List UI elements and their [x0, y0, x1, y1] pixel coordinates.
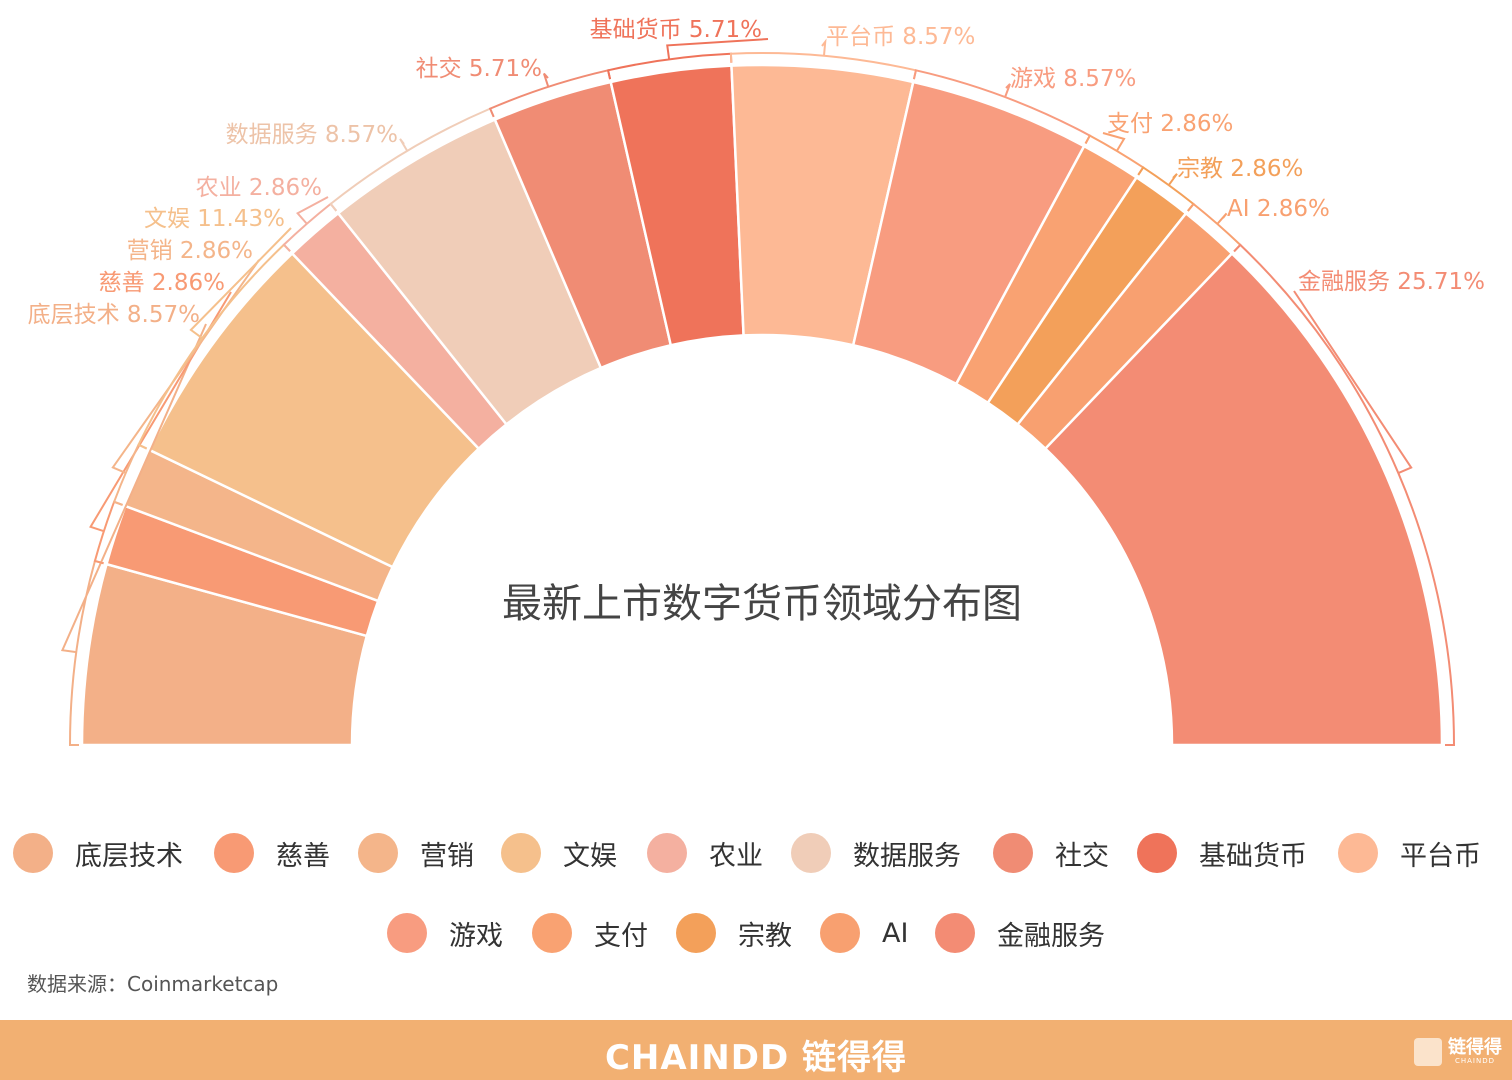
legend-item[interactable]: 支付	[532, 911, 648, 955]
legend-item[interactable]: 宗教	[676, 911, 792, 955]
chain-logo-icon	[1414, 1038, 1442, 1066]
leader-line-底层技术	[60, 323, 207, 746]
footer-badge-text: 链得得	[1448, 1037, 1502, 1058]
chart-title: 最新上市数字货币领域分布图	[502, 581, 1022, 627]
data-label: 游戏 8.57%	[1010, 66, 1136, 92]
legend-label: 底层技术	[75, 840, 183, 872]
legend-dot-icon	[993, 833, 1033, 873]
data-label: 慈善 2.86%	[99, 270, 225, 296]
data-label: 农业 2.86%	[196, 175, 322, 201]
legend-dot-icon	[358, 833, 398, 873]
legend-item[interactable]: 数据服务	[791, 831, 961, 875]
footer-brand-logo: CHAINDD 链得得	[604, 1038, 908, 1078]
legend-label: 支付	[594, 920, 648, 952]
legend-item[interactable]: 慈善	[214, 831, 330, 875]
data-label: AI 2.86%	[1227, 196, 1330, 222]
legend-dot-icon	[387, 913, 427, 953]
legend-item[interactable]: 社交	[993, 831, 1109, 875]
data-label: 底层技术 8.57%	[28, 302, 200, 328]
legend-dot-icon	[647, 833, 687, 873]
legend-label: AI	[882, 917, 909, 949]
data-label: 平台币 8.57%	[826, 24, 975, 50]
data-label: 文娱 11.43%	[144, 206, 285, 232]
legend-item[interactable]: 文娱	[501, 831, 617, 875]
footer-badge-subtext: CHAINDD	[1454, 1057, 1496, 1065]
data-label: 支付 2.86%	[1107, 111, 1233, 137]
legend-dot-icon	[935, 913, 975, 953]
legend-item[interactable]: 农业	[647, 831, 763, 875]
legend-item[interactable]: 游戏	[387, 911, 503, 955]
legend-label: 社交	[1055, 840, 1109, 872]
leader-line-文娱	[137, 227, 292, 450]
legend-dot-icon	[13, 833, 53, 873]
legend-label: 平台币	[1400, 840, 1481, 872]
half-donut-chart: 底层技术 8.57% 慈善 2.86% 营销 2.86% 文娱 11.43% 农业 2.…	[28, 17, 1485, 747]
legend-dot-icon	[676, 913, 716, 953]
legend-item[interactable]: 金融服务	[935, 911, 1105, 955]
data-source: 数据来源：Coinmarketcap	[27, 972, 279, 996]
legend-item[interactable]: 平台币	[1338, 831, 1481, 875]
legend-label: 游戏	[449, 920, 503, 952]
legend-dot-icon	[532, 913, 572, 953]
legend-label: 基础货币	[1199, 840, 1307, 872]
legend-label: 文娱	[563, 840, 617, 872]
segment-金融服务	[1043, 251, 1444, 747]
footer-bar: CHAINDD 链得得 链得得 CHAINDD	[0, 1020, 1512, 1080]
data-label: 基础货币 5.71%	[590, 17, 762, 43]
segment-文娱	[147, 251, 481, 569]
legend-label: 数据服务	[853, 840, 961, 872]
leader-line-金融服务	[1233, 243, 1456, 746]
data-label: 社交 5.71%	[416, 56, 542, 82]
legend-label: 宗教	[738, 920, 792, 952]
legend-label: 金融服务	[997, 920, 1105, 952]
data-label: 数据服务 8.57%	[226, 122, 398, 148]
legend-label: 慈善	[276, 840, 330, 872]
legend-item[interactable]: 底层技术	[13, 831, 183, 875]
legend-dot-icon	[791, 833, 831, 873]
legend-dot-icon	[501, 833, 541, 873]
legend-dot-icon	[1338, 833, 1378, 873]
legend-item[interactable]: 营销	[358, 831, 474, 875]
legend-item[interactable]: 基础货币	[1137, 831, 1307, 875]
legend-label: 营销	[420, 840, 474, 872]
leader-line-数据服务	[329, 107, 495, 212]
footer-badge-logo: 链得得 CHAINDD	[1414, 1038, 1502, 1066]
legend-dot-icon	[1137, 833, 1177, 873]
leader-line-平台币	[729, 38, 918, 80]
legend-dot-icon	[214, 833, 254, 873]
data-label: 营销 2.86%	[127, 238, 253, 264]
legend-label: 农业	[709, 840, 763, 872]
data-label: 宗教 2.86%	[1177, 156, 1303, 182]
leader-line-游戏	[912, 69, 1092, 144]
data-label: 金融服务 25.71%	[1298, 269, 1485, 295]
legend-dot-icon	[820, 913, 860, 953]
legend-item[interactable]: AI	[820, 911, 908, 955]
